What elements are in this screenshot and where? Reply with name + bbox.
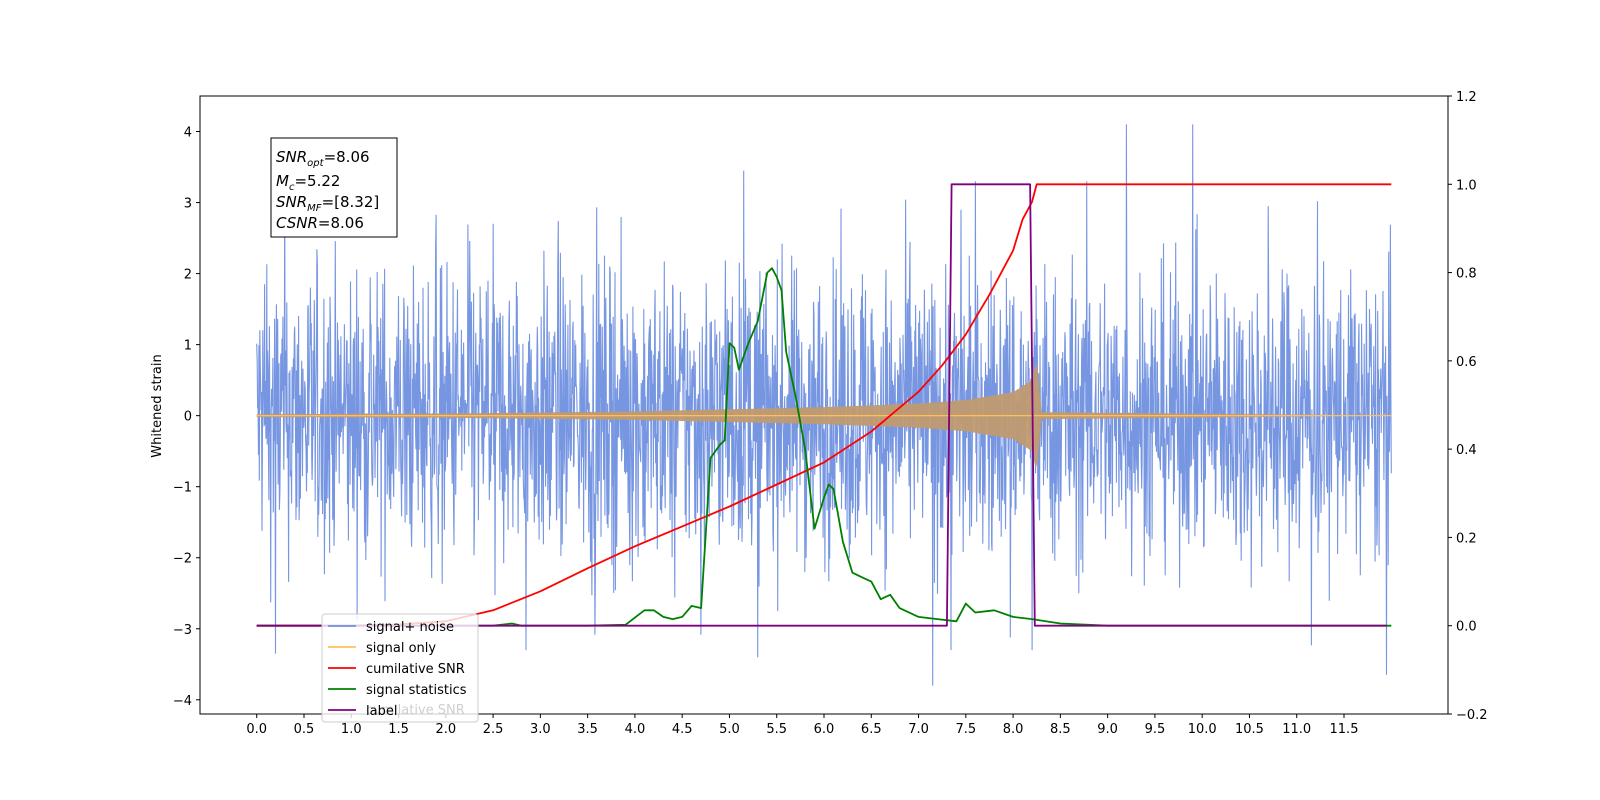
y2-tick-label: 0.0 [1456, 620, 1477, 635]
x-tick-label: 8.0 [1003, 722, 1024, 737]
x-tick-label: 7.0 [908, 722, 929, 737]
x-tick-label: 2.5 [483, 722, 504, 737]
annotation-csnr: CSNR=8.06 [276, 214, 364, 232]
y-axis-label: Whitened strain [150, 354, 165, 457]
x-tick-label: 10.0 [1188, 722, 1217, 737]
x-tick-label: 10.5 [1235, 722, 1264, 737]
x-tick-label: 5.5 [766, 722, 787, 737]
stats-annotation: SNRopt=8.06 Mc=5.22 SNRMF=[8.32] CSNR=8.… [270, 137, 398, 238]
y-tick-label: −1 [173, 481, 192, 496]
legend-ghost-text: cumilative SNR [366, 703, 465, 718]
legend: cumilative SNR signal+ noise signal only c… [321, 613, 479, 723]
x-tick-label: 6.5 [861, 722, 882, 737]
series-signal-statistics [256, 267, 1392, 627]
x-tick-label: 4.0 [625, 722, 646, 737]
y2-tick-label: 1.0 [1456, 178, 1477, 193]
y-tick-label: −4 [173, 694, 192, 709]
x-tick-label: 9.0 [1097, 722, 1118, 737]
y-tick-label: 1 [184, 339, 192, 354]
x-tick-label: 11.0 [1282, 722, 1311, 737]
legend-label: label [366, 704, 397, 719]
x-axis: 0.0 0.5 1.0 1.5 2.0 2.5 3.0 3.5 4.0 4.5 5.0 5.5 6.0 6… [246, 714, 1358, 737]
legend-label: signal statistics [366, 683, 467, 698]
y-tick-label: 4 [184, 126, 192, 141]
annotation-box [270, 137, 398, 238]
x-tick-label: 9.5 [1145, 722, 1166, 737]
x-tick-label: 3.0 [530, 722, 551, 737]
x-tick-label: 4.5 [672, 722, 693, 737]
y2-tick-label: 1.2 [1456, 90, 1477, 105]
y-tick-label: 3 [184, 197, 192, 212]
x-tick-label: 5.0 [719, 722, 740, 737]
y-tick-label: 2 [184, 268, 192, 283]
y2-tick-label: −0.2 [1456, 708, 1488, 723]
x-tick-label: 1.5 [388, 722, 409, 737]
annotation-snr-mf: SNRMF=[8.32] [276, 193, 379, 214]
x-tick-label: 1.0 [341, 722, 362, 737]
series-label [256, 183, 1387, 627]
x-tick-label: 0.0 [246, 722, 267, 737]
x-tick-label: 3.5 [577, 722, 598, 737]
annotation-mc: Mc=5.22 [276, 172, 340, 193]
legend-label: cumilative SNR [366, 662, 465, 677]
x-tick-label: 8.5 [1050, 722, 1071, 737]
x-tick-label: 7.5 [955, 722, 976, 737]
annotation-snr-opt: SNRopt=8.06 [276, 148, 370, 169]
legend-label: signal+ noise [366, 620, 454, 635]
y-tick-label: −2 [173, 552, 192, 567]
y2-tick-label: 0.4 [1456, 443, 1477, 458]
x-tick-label: 11.5 [1330, 722, 1359, 737]
y-axis-right: 1.2 1.0 0.8 0.6 0.4 0.2 0.0 −0.2 [1448, 90, 1488, 723]
y-tick-label: −3 [173, 623, 192, 638]
y2-tick-label: 0.2 [1456, 531, 1477, 546]
legend-box [321, 613, 479, 723]
legend-label: signal only [366, 641, 436, 656]
x-tick-label: 2.0 [435, 722, 456, 737]
x-tick-label: 6.0 [814, 722, 835, 737]
signal-noise-series [256, 124, 1392, 686]
x-tick-label: 0.5 [294, 722, 315, 737]
y-tick-label: 0 [184, 410, 192, 425]
series-signal-noise [256, 124, 1392, 686]
y2-tick-label: 0.6 [1456, 355, 1477, 370]
signal-only-series [256, 363, 1392, 469]
y-axis-left: 4 3 2 1 0 −1 −2 −3 −4 [173, 126, 200, 709]
legend-entries: signal+ noise signal only cumilative SNR si… [328, 620, 467, 719]
y2-tick-label: 0.8 [1456, 267, 1477, 282]
